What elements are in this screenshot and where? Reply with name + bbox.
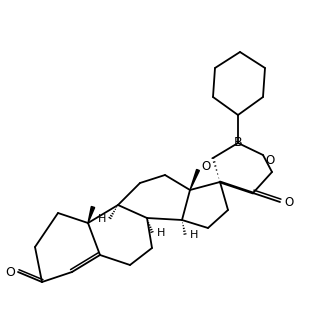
Text: O: O bbox=[201, 160, 211, 173]
Polygon shape bbox=[88, 206, 95, 223]
Text: O: O bbox=[5, 266, 15, 279]
Text: O: O bbox=[266, 153, 275, 166]
Text: H: H bbox=[157, 228, 165, 238]
Text: B: B bbox=[234, 136, 242, 150]
Text: H: H bbox=[190, 230, 198, 240]
Polygon shape bbox=[190, 169, 199, 190]
Text: O: O bbox=[284, 196, 294, 209]
Text: H: H bbox=[98, 214, 106, 224]
